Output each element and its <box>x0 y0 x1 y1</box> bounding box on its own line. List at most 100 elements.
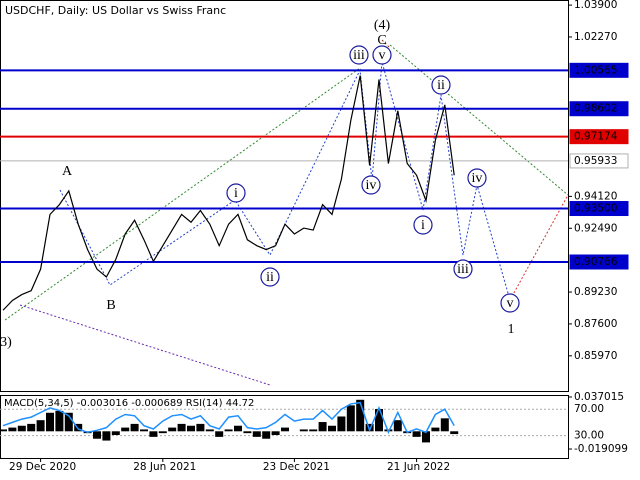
y-tick-label: 70.00 <box>574 403 604 415</box>
level-label: 0.98602 <box>574 103 617 115</box>
x-tick-label: 21 Jun 2022 <box>387 461 450 473</box>
x-tick-label: 29 Dec 2020 <box>9 461 76 473</box>
macd-bar <box>93 431 101 439</box>
wave-path <box>381 39 391 49</box>
macd-bar <box>102 431 111 441</box>
y-tick-label: 1.03900 <box>574 0 617 11</box>
macd-bar <box>393 420 402 432</box>
wave-circle <box>349 45 369 65</box>
macd-bar <box>158 431 167 434</box>
macd-bar <box>356 399 365 432</box>
macd-bar <box>205 429 214 432</box>
macd-bar <box>17 425 26 432</box>
wave-label: B <box>106 298 115 313</box>
macd-bar <box>121 427 130 432</box>
y-tick-label: -0.019099 <box>574 443 628 455</box>
indicator-title: MACD(5,34,5) -0.003016 -0.000689 RSI(14)… <box>4 398 254 409</box>
macd-bar <box>450 431 459 435</box>
price-line <box>2 75 455 311</box>
wave-label: C <box>377 33 386 48</box>
macd-bar <box>46 412 54 432</box>
wave-label: ii <box>437 78 445 93</box>
macd-bar <box>187 425 195 432</box>
sub-frame <box>0 395 569 459</box>
level-label: 0.95933 <box>574 155 617 167</box>
chart-title: USDCHF, Daily: US Dollar vs Swiss Franc <box>5 4 226 17</box>
macd-bar <box>328 425 336 432</box>
macd-bar <box>27 423 36 432</box>
wave-label: (4) <box>374 18 391 33</box>
wave-circle <box>467 168 487 188</box>
wave-circle <box>431 75 451 95</box>
wave-circle <box>453 259 473 279</box>
macd-bar <box>36 420 45 432</box>
macd-bar <box>375 409 383 432</box>
y-tick-label: 0.94120 <box>574 190 617 202</box>
wave-label: i <box>234 186 238 201</box>
y-tick-label: 0.87600 <box>574 318 617 330</box>
macd-bar <box>224 429 233 432</box>
macd-bar <box>431 427 440 432</box>
level-label-box <box>569 129 629 145</box>
macd-bar <box>74 423 83 432</box>
wave-label: iii <box>457 262 469 277</box>
x-tick-label: 23 Dec 2021 <box>263 461 330 473</box>
macd-bar <box>440 418 449 432</box>
rsi-line <box>2 401 455 435</box>
macd-bar <box>140 429 148 432</box>
wave-label: iv <box>472 171 483 186</box>
channel-line <box>389 44 569 196</box>
macd-bar <box>337 416 346 432</box>
wave-label: iv <box>366 178 377 193</box>
wave-circle <box>226 183 246 203</box>
level-label: 0.97174 <box>574 131 618 143</box>
wave-label: v <box>379 48 386 63</box>
level-label: 0.90766 <box>574 256 618 268</box>
wave-label: 1 <box>508 322 515 337</box>
level-label-box <box>569 254 629 270</box>
macd-bar <box>252 431 261 437</box>
macd-bar <box>0 429 7 432</box>
macd-bar <box>177 423 186 432</box>
macd-bar <box>309 429 318 432</box>
macd-bar <box>149 431 158 437</box>
macd-bar <box>130 423 139 432</box>
macd-bar <box>299 429 308 432</box>
wave-label: i <box>421 218 425 233</box>
y-tick-label: 1.02270 <box>574 31 617 43</box>
wave-label: v <box>507 296 514 311</box>
macd-bar <box>346 405 355 432</box>
wave-circle <box>372 45 392 65</box>
macd-bar <box>412 431 421 437</box>
wave-label: ii <box>266 270 274 285</box>
channel-line <box>4 67 361 321</box>
wave-label: A <box>62 164 73 179</box>
macd-bar <box>196 423 205 432</box>
level-label: 0.93500 <box>574 203 617 215</box>
macd-bar <box>215 431 224 437</box>
macd-bar <box>422 431 430 443</box>
y-tick-label: 0.92490 <box>574 222 617 234</box>
y-tick-label: 0.85970 <box>574 350 617 362</box>
wave-circle <box>500 293 520 313</box>
level-label: 1.00565 <box>574 64 617 76</box>
wave-circle <box>260 267 280 287</box>
x-tick-label: 28 Jun 2021 <box>133 461 196 473</box>
wave-label: 3) <box>0 335 12 350</box>
macd-bar <box>234 425 242 432</box>
macd-bar <box>365 423 374 432</box>
macd-bar <box>168 427 177 432</box>
macd-bar <box>318 422 327 432</box>
macd-bar <box>55 410 64 432</box>
level-label-box <box>569 153 629 169</box>
wave-circle <box>413 215 433 235</box>
y-tick-label: 0.037015 <box>574 391 624 403</box>
macd-bar <box>271 431 280 436</box>
level-label-box <box>569 201 629 217</box>
y-tick-label: 30.00 <box>574 430 604 442</box>
macd-bar <box>262 431 271 439</box>
wave-circle <box>361 175 381 195</box>
projections <box>4 39 569 386</box>
